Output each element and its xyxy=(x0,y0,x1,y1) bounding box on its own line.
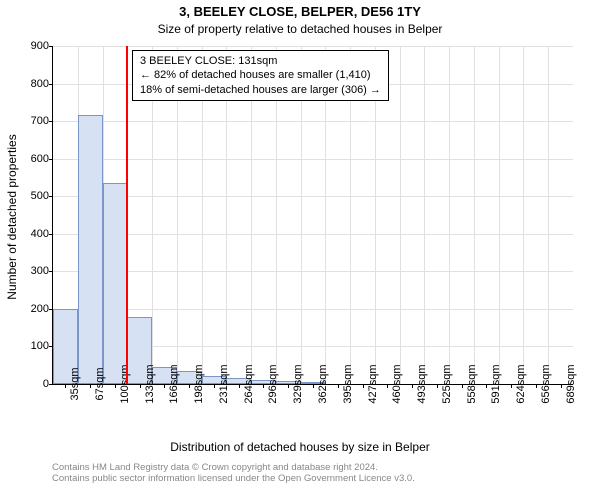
y-tick-label: 0 xyxy=(43,378,53,390)
grid-line-v xyxy=(523,46,524,384)
x-tick-label: 362sqm xyxy=(313,364,329,403)
bar xyxy=(78,115,103,384)
x-tick-label: 296sqm xyxy=(263,364,279,403)
x-tick-label: 264sqm xyxy=(239,364,255,403)
grid-line-h xyxy=(53,159,573,160)
x-tick-label: 460sqm xyxy=(387,364,403,403)
grid-line-v xyxy=(474,46,475,384)
grid-line-h xyxy=(53,309,573,310)
y-tick-label: 900 xyxy=(31,40,53,52)
copyright-line-1: Contains HM Land Registry data © Crown c… xyxy=(52,462,415,473)
grid-line-v xyxy=(499,46,500,384)
x-tick-label: 558sqm xyxy=(462,364,478,403)
y-tick-label: 700 xyxy=(31,115,53,127)
copyright-text: Contains HM Land Registry data © Crown c… xyxy=(52,462,415,485)
grid-line-v xyxy=(548,46,549,384)
grid-line-v xyxy=(449,46,450,384)
y-tick-label: 300 xyxy=(31,265,53,277)
x-tick-label: 525sqm xyxy=(437,364,453,403)
chart-container: 3, BEELEY CLOSE, BELPER, DE56 1TY Size o… xyxy=(0,0,600,500)
marker-line xyxy=(126,46,128,384)
x-tick-label: 198sqm xyxy=(189,364,205,403)
annotation-line-1: 3 BEELEY CLOSE: 131sqm xyxy=(140,54,381,68)
grid-line-h xyxy=(53,271,573,272)
y-tick-label: 600 xyxy=(31,153,53,165)
grid-line-h xyxy=(53,46,573,47)
x-tick-label: 689sqm xyxy=(561,364,577,403)
chart-subtitle: Size of property relative to detached ho… xyxy=(0,22,600,36)
x-tick-label: 133sqm xyxy=(140,364,156,403)
x-tick-label: 329sqm xyxy=(288,364,304,403)
x-tick-label: 231sqm xyxy=(214,364,230,403)
y-tick-label: 500 xyxy=(31,190,53,202)
y-tick-label: 200 xyxy=(31,303,53,315)
y-axis-label: Number of detached properties xyxy=(5,117,19,317)
x-tick-label: 35sqm xyxy=(65,367,81,400)
annotation-line-3: 18% of semi-detached houses are larger (… xyxy=(140,83,381,97)
grid-line-h xyxy=(53,234,573,235)
annotation-box: 3 BEELEY CLOSE: 131sqm← 82% of detached … xyxy=(132,50,389,101)
x-tick-label: 656sqm xyxy=(536,364,552,403)
grid-line-h xyxy=(53,121,573,122)
x-tick-label: 427sqm xyxy=(363,364,379,403)
copyright-line-2: Contains public sector information licen… xyxy=(52,473,415,484)
grid-line-v xyxy=(424,46,425,384)
chart-title: 3, BEELEY CLOSE, BELPER, DE56 1TY xyxy=(0,4,600,19)
annotation-line-2: ← 82% of detached houses are smaller (1,… xyxy=(140,68,381,82)
y-tick-label: 400 xyxy=(31,228,53,240)
x-tick-label: 100sqm xyxy=(115,364,131,403)
y-tick-label: 800 xyxy=(31,78,53,90)
x-axis-label: Distribution of detached houses by size … xyxy=(0,440,600,454)
grid-line-v xyxy=(400,46,401,384)
x-tick-label: 166sqm xyxy=(164,364,180,403)
y-tick-label: 100 xyxy=(31,340,53,352)
bar xyxy=(103,183,128,384)
x-tick-label: 624sqm xyxy=(511,364,527,403)
x-tick-label: 67sqm xyxy=(90,367,106,400)
grid-line-h xyxy=(53,196,573,197)
x-tick-label: 493sqm xyxy=(412,364,428,403)
x-tick-label: 591sqm xyxy=(486,364,502,403)
x-tick-label: 395sqm xyxy=(338,364,354,403)
